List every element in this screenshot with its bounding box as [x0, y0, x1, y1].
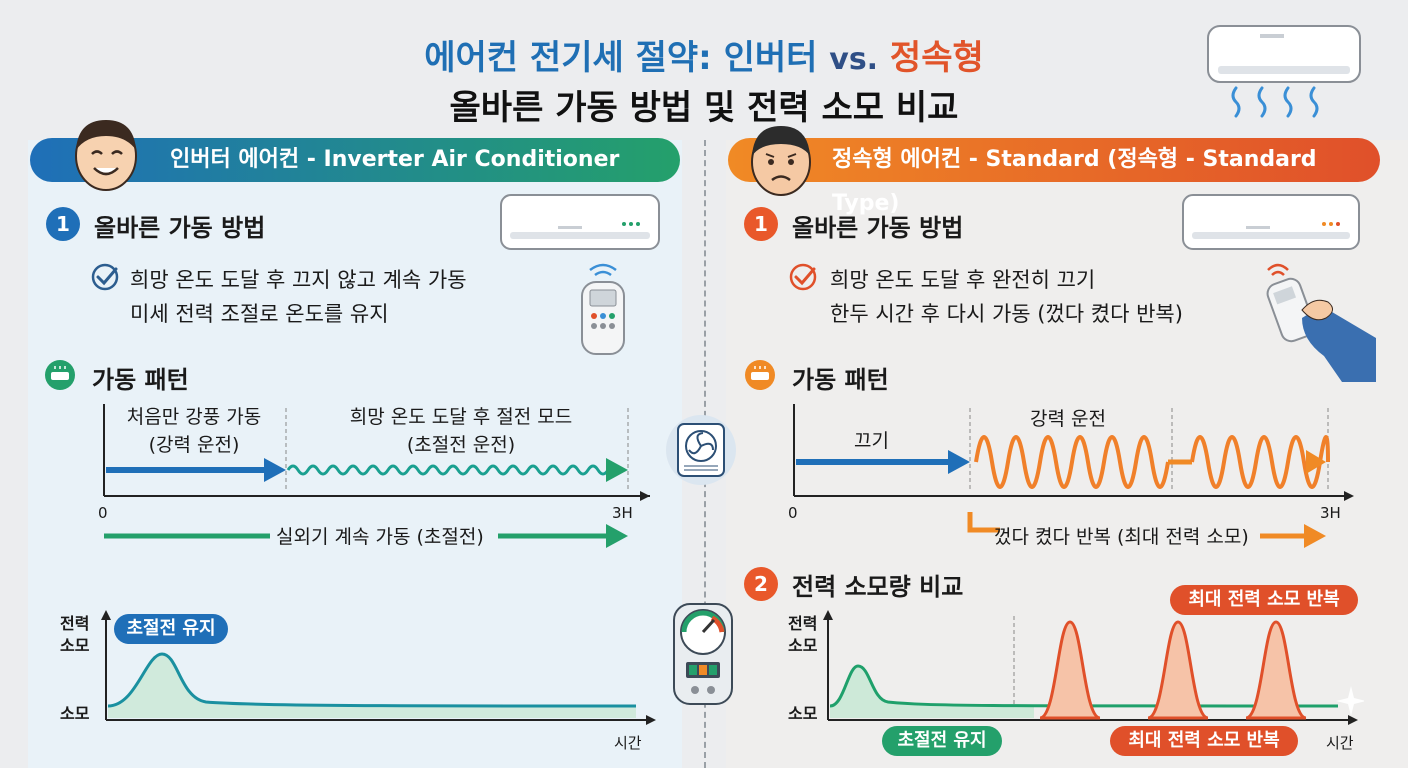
- remote-control-icon: [581, 263, 625, 355]
- air-conditioner-icon: [1182, 194, 1360, 250]
- air-conditioner-icon: [45, 360, 75, 390]
- left-axis-end: 3H: [612, 504, 633, 522]
- left-power-y-low: 소모: [60, 704, 90, 723]
- step-number: 2: [744, 567, 778, 601]
- arrow-icon: [948, 450, 970, 474]
- step-number: 1: [744, 207, 778, 241]
- outdoor-unit-icon: [666, 415, 736, 485]
- standard-pattern-graph: [793, 404, 1354, 548]
- sad-face-icon: [751, 126, 811, 196]
- arrow-icon: [1306, 450, 1326, 474]
- left-method-heading: 올바른 가동 방법: [94, 214, 266, 242]
- power-meter-icon: [673, 603, 733, 705]
- left-power-x-label: 시간: [614, 734, 642, 752]
- air-conditioner-icon: [1207, 25, 1361, 118]
- air-conditioner-icon: [745, 360, 775, 390]
- title-vs: vs.: [829, 42, 879, 77]
- left-phase1-line2: (강력 운전): [148, 434, 240, 456]
- arrow-icon: [606, 458, 628, 482]
- standard-banner: 정속형 에어컨 - Standard (정속형 - Standard Type): [728, 138, 1380, 216]
- left-power-y-top: 전력: [60, 614, 90, 633]
- happy-face-icon: [75, 120, 137, 191]
- left-power-y-mid: 소모: [60, 636, 90, 655]
- right-method-heading: 올바른 가동 방법: [792, 214, 964, 242]
- right-pattern-heading: 가동 패턴: [792, 366, 889, 394]
- step-number: 1: [46, 207, 80, 241]
- left-outdoor-label: 실외기 계속 가동 (초절전): [276, 526, 484, 548]
- standard-power-graph: [823, 610, 1364, 725]
- arrow-icon: [1304, 524, 1326, 548]
- check-icon: [789, 263, 817, 291]
- left-check-line1: 희망 온도 도달 후 끄지 않고 계속 가동: [130, 268, 467, 292]
- right-power-badge-bottom: 최대 전력 소모 반복: [1110, 726, 1298, 756]
- wifi-signal-icon: [589, 263, 617, 277]
- left-phase2-line2: (초절전 운전): [406, 434, 516, 456]
- inverter-power-graph: [101, 610, 656, 725]
- inverter-banner-label: 인버터 에어컨 - Inverter Air Conditioner: [170, 147, 620, 172]
- right-check-line1: 희망 온도 도달 후 완전히 끄기: [830, 268, 1096, 292]
- title-standard-part: 정속형: [889, 38, 984, 78]
- arrow-icon: [264, 458, 286, 482]
- right-power-y-mid: 소모: [788, 636, 818, 655]
- right-power-badge-green: 초절전 유지: [882, 726, 1002, 756]
- right-power-x-label: 시간: [1326, 734, 1354, 752]
- left-axis-start: 0: [98, 504, 108, 522]
- sparkle-icon: [1336, 686, 1364, 716]
- inverter-banner: 인버터 에어컨 - Inverter Air Conditioner: [30, 138, 680, 182]
- right-power-heading: 전력 소모량 비교: [792, 573, 964, 601]
- standard-banner-label: 정속형 에어컨 - Standard (정속형 - Standard Type): [832, 147, 1317, 216]
- wifi-signal-icon: [1267, 263, 1289, 276]
- right-power-y-low: 소모: [788, 704, 818, 723]
- left-pattern-heading: 가동 패턴: [92, 366, 189, 394]
- hand-remote-icon: [1266, 263, 1376, 382]
- right-phase-off: 끄기: [854, 430, 889, 452]
- left-phase2-line1: 희망 온도 도달 후 절전 모드: [349, 406, 573, 428]
- right-axis-start: 0: [788, 504, 798, 522]
- air-conditioner-icon: [500, 194, 660, 250]
- right-phase-strong: 강력 운전: [1030, 408, 1106, 430]
- right-check-line2: 한두 시간 후 다시 가동 (껐다 켰다 반복): [830, 302, 1183, 326]
- right-cycle-label: 껐다 켰다 반복 (최대 전력 소모): [994, 526, 1249, 548]
- check-icon: [91, 263, 119, 291]
- left-power-badge: 초절전 유지: [114, 614, 228, 644]
- page-title: 에어컨 전기세 절약: 인버터 vs. 정속형: [0, 30, 1408, 79]
- inverter-pattern-graph: [103, 404, 650, 548]
- right-power-badge-top: 최대 전력 소모 반복: [1170, 585, 1358, 615]
- left-check-line2: 미세 전력 조절로 온도를 유지: [130, 302, 389, 326]
- arrow-icon: [606, 524, 628, 548]
- right-power-y-top: 전력: [788, 614, 818, 633]
- right-axis-end: 3H: [1320, 504, 1341, 522]
- page-subtitle: 올바른 가동 방법 및 전력 소모 비교: [449, 88, 959, 128]
- left-phase1-line1: 처음만 강풍 가동: [126, 406, 262, 428]
- title-inverter-part: 에어컨 전기세 절약: 인버터: [424, 38, 818, 78]
